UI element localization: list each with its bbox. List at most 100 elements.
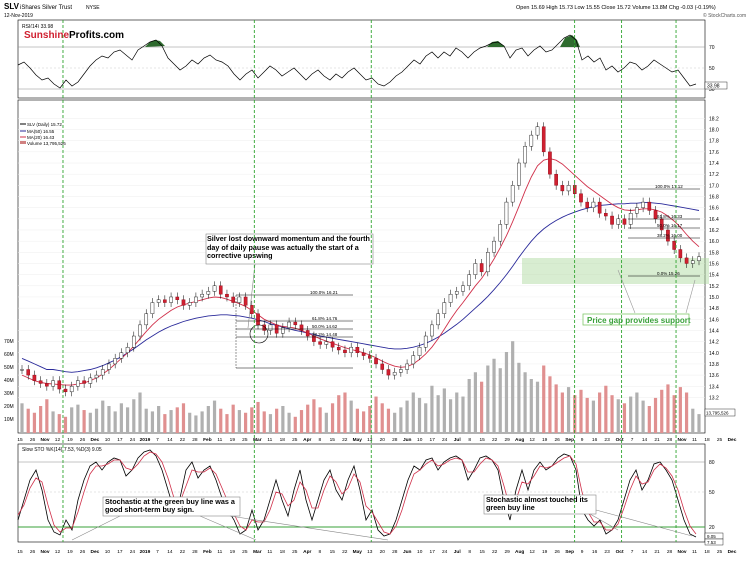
price-tick: 18.0	[709, 128, 719, 134]
stoch-last-k-box	[704, 538, 724, 546]
volume-bar	[324, 412, 328, 433]
volume-bar	[32, 412, 37, 433]
quote-line: Open 15.69 High 15.73 Low 15.55 Close 15…	[516, 5, 716, 11]
x-tick-top: 14	[167, 437, 173, 443]
volume-bar	[362, 411, 366, 433]
price-tick: 16.0	[709, 239, 719, 245]
volume-bar	[566, 387, 571, 433]
x-tick-top: 15	[330, 437, 336, 443]
candle-body	[293, 321, 298, 326]
silver-note-box	[205, 233, 374, 265]
buy-signal-lines	[62, 20, 677, 542]
x-tick-top: 17	[430, 437, 436, 443]
candle-body	[107, 363, 111, 370]
x-tick-bottom: 24	[130, 549, 136, 555]
volume-bar	[455, 392, 459, 433]
x-tick-bottom: Mar	[253, 549, 262, 555]
x-tick-top: 28	[667, 437, 673, 443]
candle-body	[666, 229, 670, 242]
x-tick-top: 8	[468, 437, 471, 443]
volume-bar	[635, 392, 639, 433]
candle-body	[430, 324, 434, 337]
candle-body	[57, 380, 62, 390]
volume-bar	[70, 407, 74, 433]
x-tick-bottom: 12	[529, 549, 535, 555]
volume-bar	[39, 406, 43, 433]
volume-bar	[101, 400, 105, 433]
volume-bar	[467, 379, 471, 433]
price-tick: 18.2	[709, 116, 719, 122]
x-tick-top: 22	[492, 437, 498, 443]
x-tick-top: 26	[554, 437, 560, 443]
x-tick-top: 15	[17, 437, 23, 443]
candle-body	[523, 146, 527, 164]
x-tick-top: Nov	[40, 437, 49, 443]
candle-body	[181, 299, 186, 306]
x-tick-bottom: Sep	[565, 549, 574, 555]
candle-body	[399, 369, 403, 373]
volume-bar	[529, 379, 533, 433]
x-tick-bottom: Jul	[454, 549, 461, 555]
volume-bar	[393, 412, 397, 433]
x-tick-top: Sep	[565, 437, 574, 443]
x-tick-bottom: 19	[67, 549, 73, 555]
volume-bar	[206, 406, 210, 433]
x-tick-top: 7	[631, 437, 634, 443]
candle-body	[622, 218, 627, 225]
brand-wordmark: SunshineProfits.com	[24, 30, 124, 41]
volume-bar	[672, 395, 676, 433]
x-tick-bottom: 22	[180, 549, 186, 555]
candle-body	[250, 305, 254, 314]
x-tick-bottom: 8	[318, 549, 321, 555]
x-axis-top: 15 26 Nov 12 19 26 Dec 10 17 24 2019 7 14 22 28 Feb 11 19…	[17, 437, 736, 443]
x-tick-bottom: 26	[80, 549, 86, 555]
volume-bar	[157, 406, 161, 433]
candle-body	[635, 207, 639, 214]
candle-body	[231, 296, 235, 303]
rsi-tick-30: 30	[709, 87, 715, 93]
candle-body	[69, 386, 74, 393]
x-tick-top: 25	[717, 437, 723, 443]
candle-body	[486, 252, 490, 273]
fib-left-label-382: 38.2% 14.48	[312, 332, 338, 337]
candle-body	[324, 341, 329, 345]
volume-bar	[237, 410, 241, 433]
x-tick-bottom: Aug	[515, 549, 524, 555]
candle-body	[529, 134, 534, 147]
vol-tick-40m: 40M	[4, 378, 14, 384]
x-tick-bottom: 7	[156, 549, 159, 555]
candle-body	[163, 299, 167, 303]
volume-bar	[511, 341, 515, 433]
candle-body	[585, 201, 590, 208]
volume-bar	[610, 395, 614, 433]
price-tick: 14.4	[709, 328, 719, 334]
volume-bar	[560, 392, 564, 433]
stoch-tick-20: 20	[709, 525, 715, 531]
candle-body	[405, 363, 409, 370]
candle-body	[20, 369, 24, 371]
x-tick-bottom: 22	[342, 549, 348, 555]
candle-body	[312, 335, 316, 342]
volume-bar	[448, 399, 453, 433]
candle-body	[175, 296, 180, 300]
volume-bar	[697, 414, 701, 433]
candle-body	[125, 346, 130, 353]
volume-bar	[591, 400, 596, 433]
gap-pointer-right	[685, 279, 696, 314]
price-tick: 17.6	[709, 150, 719, 156]
x-tick-top: 29	[504, 437, 510, 443]
stoch-left-note-wrapper: Stochastic at the green buy line was a g…	[105, 498, 235, 514]
volume-bar	[200, 411, 204, 433]
volume-bar	[175, 407, 179, 433]
header-date: 12-Nov-2019	[4, 13, 33, 19]
volume-bar	[268, 414, 273, 433]
rsi-last-value: 33.98	[707, 84, 720, 90]
volume-bar	[262, 411, 266, 433]
legend-swatch-volume	[20, 141, 26, 144]
x-tick-top: Apr	[303, 437, 311, 443]
stoch-frame	[17, 443, 706, 543]
volume-bar	[343, 392, 347, 433]
candle-body	[672, 240, 676, 250]
volume-bar	[436, 395, 440, 433]
